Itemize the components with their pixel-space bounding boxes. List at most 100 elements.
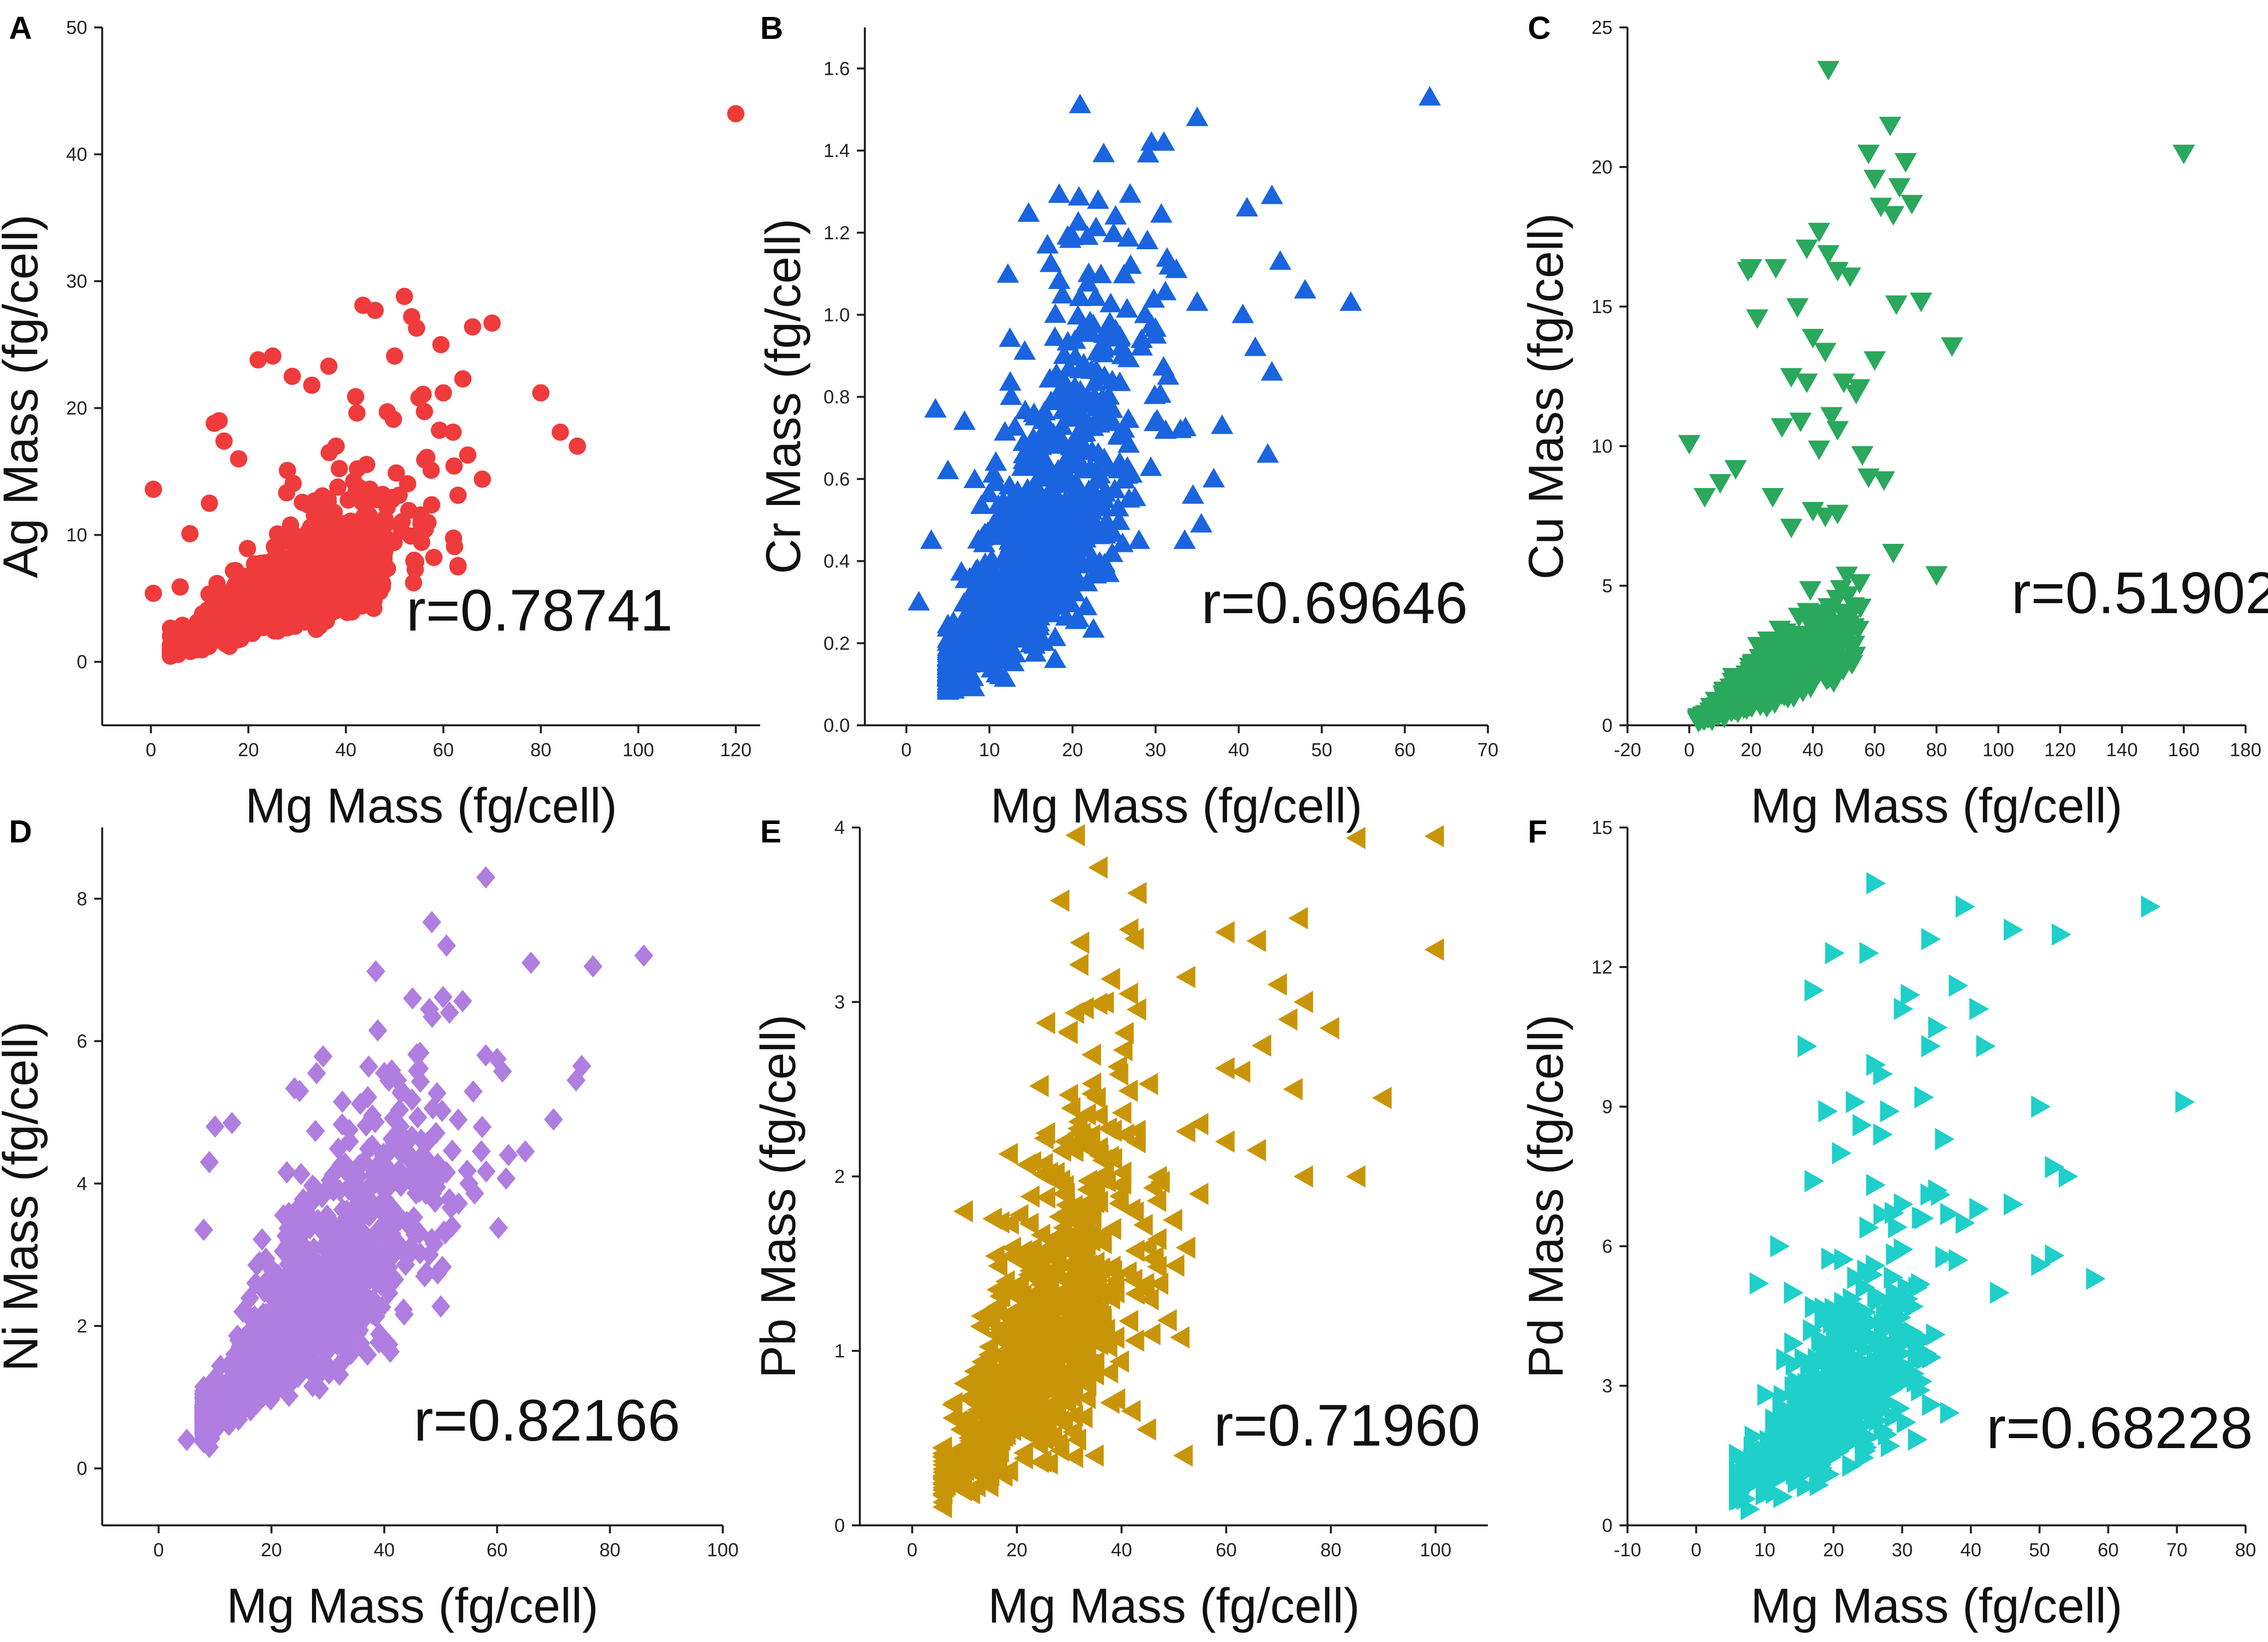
data-point: [1031, 1250, 1051, 1273]
data-point: [358, 456, 375, 474]
data-point: [441, 1196, 461, 1219]
data-point: [544, 1108, 563, 1131]
data-point: [1119, 254, 1142, 274]
data-point: [1848, 574, 1871, 594]
data-point: [181, 525, 199, 542]
data-point: [445, 457, 463, 475]
scatter-series: [907, 86, 1441, 700]
y-tick-label: 6: [77, 1031, 87, 1052]
data-point: [353, 597, 371, 615]
x-tick-label: 0: [907, 1540, 917, 1561]
data-point: [373, 1241, 393, 1264]
data-point: [420, 1243, 439, 1266]
data-point: [373, 532, 391, 550]
data-point: [433, 1256, 452, 1278]
data-point: [937, 614, 960, 634]
data-point: [260, 570, 278, 587]
data-point: [1094, 991, 1114, 1014]
data-point: [393, 522, 411, 540]
data-point: [960, 640, 982, 659]
data-point: [1925, 566, 1948, 586]
data-point: [200, 1151, 219, 1173]
x-tick-label: 40: [1111, 1540, 1132, 1561]
data-point: [308, 1360, 327, 1382]
data-point: [1800, 644, 1823, 664]
data-point: [1186, 106, 1209, 126]
data-point: [996, 263, 1019, 283]
data-point: [1231, 1060, 1251, 1083]
data-point: [390, 487, 408, 504]
data-point: [425, 1232, 444, 1255]
data-point: [324, 561, 342, 579]
data-point: [1154, 419, 1177, 439]
data-point: [1252, 1034, 1272, 1057]
data-point: [1072, 353, 1095, 373]
data-point: [1125, 1239, 1145, 1262]
data-point: [1029, 1075, 1049, 1097]
x-tick-label: 100: [1982, 740, 2014, 761]
data-point: [1124, 927, 1144, 950]
data-point: [407, 1043, 427, 1066]
data-point: [997, 566, 1019, 586]
y-tick-label: 2: [834, 1166, 845, 1187]
data-point: [1839, 267, 1861, 287]
data-point: [1052, 1280, 1072, 1303]
data-point: [1070, 931, 1090, 954]
data-point: [1076, 1103, 1096, 1126]
data-point: [964, 1360, 983, 1383]
data-point: [1186, 291, 1209, 311]
data-point: [984, 451, 1007, 471]
data-point: [1136, 229, 1159, 249]
data-point: [444, 423, 462, 441]
data-point: [1801, 502, 1824, 522]
data-point: [1832, 373, 1855, 393]
data-point: [1080, 459, 1103, 479]
data-point: [384, 1107, 403, 1130]
x-tick-label: 60: [1864, 740, 1885, 761]
data-point: [403, 987, 422, 1010]
data-point: [324, 1179, 343, 1202]
data-point: [1231, 304, 1254, 324]
data-point: [425, 548, 443, 566]
data-point: [1134, 304, 1156, 324]
data-point: [1799, 581, 1822, 601]
y-tick-label: 0.4: [823, 551, 850, 572]
data-point: [359, 1055, 378, 1078]
data-point: [1026, 528, 1049, 548]
data-point: [162, 619, 179, 637]
data-point: [1074, 997, 1094, 1019]
data-point: [1181, 484, 1204, 504]
correlation-label: r=0.78741: [406, 578, 673, 644]
data-point: [1283, 1078, 1303, 1101]
data-point: [1820, 407, 1843, 427]
data-point: [228, 573, 246, 591]
data-point: [440, 1001, 459, 1024]
data-point: [1119, 983, 1138, 1005]
data-point: [416, 403, 433, 420]
data-point: [992, 490, 1015, 510]
data-point: [1170, 1326, 1190, 1349]
data-point: [320, 357, 338, 375]
x-tick-label: 40: [335, 740, 356, 761]
data-point: [1418, 86, 1441, 106]
data-point: [207, 621, 225, 639]
data-point: [422, 462, 440, 479]
data-point: [1269, 250, 1292, 270]
data-point: [320, 1362, 339, 1385]
data-point: [264, 347, 282, 365]
data-point: [1150, 1170, 1170, 1193]
y-tick-label: 1.0: [823, 305, 850, 326]
y-tick-label: 0.8: [823, 387, 850, 408]
data-point: [1173, 1444, 1193, 1467]
data-point: [1108, 424, 1130, 444]
data-point: [962, 666, 984, 686]
data-point: [211, 1354, 230, 1377]
data-point: [1017, 202, 1040, 222]
data-point: [368, 1019, 387, 1042]
data-point: [400, 1236, 420, 1259]
data-point: [1064, 329, 1087, 349]
data-point: [1817, 245, 1840, 265]
data-point: [568, 437, 586, 455]
y-tick-label: 1: [834, 1341, 845, 1362]
